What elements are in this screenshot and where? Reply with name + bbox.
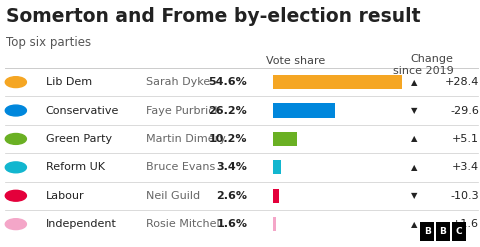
FancyBboxPatch shape [273,103,335,118]
FancyBboxPatch shape [273,217,276,231]
Text: Green Party: Green Party [46,134,112,144]
FancyBboxPatch shape [273,132,297,146]
Text: ▲: ▲ [411,220,418,229]
Text: 2.6%: 2.6% [216,191,247,201]
Circle shape [5,77,26,88]
Circle shape [5,219,26,230]
Text: 54.6%: 54.6% [208,77,247,87]
Text: Neil Guild: Neil Guild [146,191,201,201]
Text: 1.6%: 1.6% [216,219,247,229]
Text: Rosie Mitchell: Rosie Mitchell [146,219,223,229]
Text: ▲: ▲ [411,134,418,144]
Text: ▲: ▲ [411,163,418,172]
FancyBboxPatch shape [273,75,402,89]
Text: Martin Dimery: Martin Dimery [146,134,226,144]
Text: -10.3: -10.3 [450,191,479,201]
Text: +3.4: +3.4 [452,162,479,172]
Text: Sarah Dyke: Sarah Dyke [146,77,211,87]
Text: Somerton and Frome by-election result: Somerton and Frome by-election result [6,7,420,26]
FancyBboxPatch shape [420,222,434,241]
Text: Vote share: Vote share [265,56,325,65]
Text: 26.2%: 26.2% [208,105,247,116]
Text: Change
since 2019: Change since 2019 [393,54,454,76]
Text: +5.1: +5.1 [452,134,479,144]
Text: 10.2%: 10.2% [209,134,247,144]
FancyBboxPatch shape [273,160,281,174]
FancyBboxPatch shape [452,222,466,241]
FancyBboxPatch shape [273,189,279,203]
Text: Reform UK: Reform UK [46,162,105,172]
Text: Independent: Independent [46,219,117,229]
Text: Conservative: Conservative [46,105,119,116]
Text: ▼: ▼ [411,191,418,200]
Text: C: C [456,227,462,236]
Circle shape [5,162,26,173]
Circle shape [5,190,26,201]
FancyBboxPatch shape [436,222,450,241]
Circle shape [5,133,26,144]
Text: Top six parties: Top six parties [6,36,91,49]
Text: ▲: ▲ [411,78,418,87]
Text: 3.4%: 3.4% [216,162,247,172]
Text: ▼: ▼ [411,106,418,115]
Text: +1.6: +1.6 [452,219,479,229]
Text: Lib Dem: Lib Dem [46,77,92,87]
Text: -29.6: -29.6 [450,105,479,116]
Text: Faye Purbrick: Faye Purbrick [146,105,221,116]
Text: Bruce Evans: Bruce Evans [146,162,216,172]
Text: B: B [424,227,431,236]
Circle shape [5,105,26,116]
Text: B: B [440,227,446,236]
Text: +28.4: +28.4 [444,77,479,87]
Text: Labour: Labour [46,191,84,201]
